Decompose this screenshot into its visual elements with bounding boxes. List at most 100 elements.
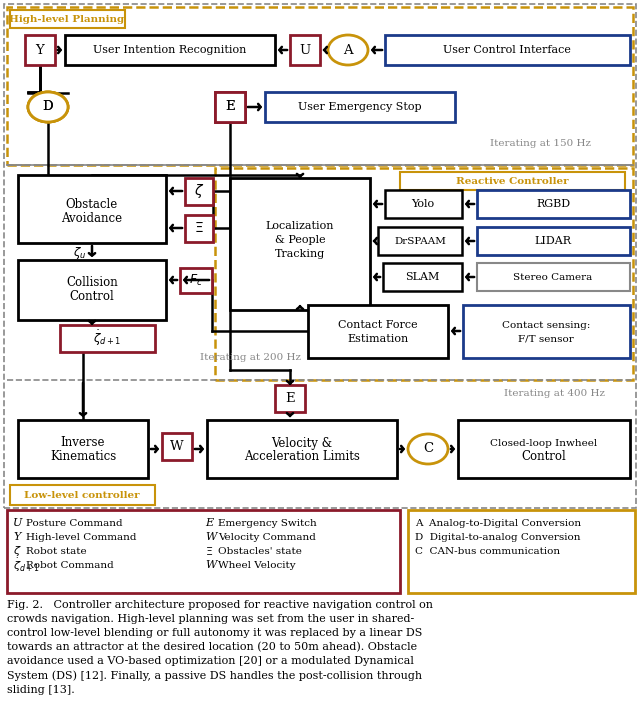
Bar — [477, 263, 630, 291]
Bar — [18, 260, 166, 320]
Text: $\zeta$: $\zeta$ — [194, 182, 204, 200]
Text: Localization: Localization — [266, 221, 334, 231]
Text: SLAM: SLAM — [405, 272, 439, 282]
Text: C  CAN-bus communication: C CAN-bus communication — [415, 547, 560, 555]
Bar — [477, 227, 630, 255]
Text: F/T sensor: F/T sensor — [518, 335, 574, 343]
Text: $\Xi$: $\Xi$ — [205, 545, 213, 557]
Text: Kinematics: Kinematics — [50, 450, 116, 463]
Text: $\dot{\zeta}_{d+1}$: $\dot{\zeta}_{d+1}$ — [13, 557, 40, 573]
Bar — [290, 35, 320, 65]
Ellipse shape — [328, 35, 368, 65]
Text: Control: Control — [70, 289, 115, 302]
Text: Obstacles' state: Obstacles' state — [218, 547, 302, 555]
Bar — [215, 92, 245, 122]
Text: Tracking: Tracking — [275, 249, 325, 259]
Bar — [207, 420, 397, 478]
Text: Y: Y — [13, 532, 20, 542]
Text: W: W — [205, 532, 216, 542]
Text: Wheel Velocity: Wheel Velocity — [218, 560, 296, 570]
Text: Control: Control — [522, 450, 566, 463]
Bar — [400, 172, 625, 190]
Bar — [385, 35, 630, 65]
Text: W: W — [205, 560, 216, 570]
Text: Yolo: Yolo — [412, 199, 435, 209]
Text: A: A — [343, 43, 353, 56]
Text: Robot state: Robot state — [26, 547, 86, 555]
Text: E: E — [225, 100, 235, 114]
Text: Acceleration Limits: Acceleration Limits — [244, 450, 360, 463]
Text: Robot Command: Robot Command — [26, 560, 114, 570]
Text: User Intention Recognition: User Intention Recognition — [93, 45, 246, 55]
Bar — [308, 305, 448, 358]
Text: User Emergency Stop: User Emergency Stop — [298, 102, 422, 112]
Text: U: U — [300, 43, 310, 56]
Text: Inverse: Inverse — [61, 437, 105, 450]
Text: Estimation: Estimation — [348, 334, 408, 344]
Bar — [185, 178, 213, 205]
Text: High-level Command: High-level Command — [26, 533, 136, 542]
Text: RGBD: RGBD — [536, 199, 570, 209]
Text: Obstacle: Obstacle — [66, 197, 118, 210]
Bar — [65, 35, 275, 65]
Text: Y: Y — [36, 43, 44, 56]
Text: Velocity &: Velocity & — [271, 437, 333, 450]
Text: E: E — [225, 100, 235, 114]
Bar — [275, 385, 305, 412]
Text: LIDAR: LIDAR — [534, 236, 572, 246]
Text: C: C — [423, 442, 433, 455]
Text: W: W — [170, 440, 184, 453]
Text: Iterating at 150 Hz: Iterating at 150 Hz — [490, 139, 591, 147]
Text: A  Analog-to-Digital Conversion: A Analog-to-Digital Conversion — [415, 518, 581, 528]
Bar — [265, 92, 455, 122]
Bar — [215, 168, 633, 380]
Text: E: E — [205, 518, 213, 528]
Bar — [408, 510, 635, 593]
Text: Iterating at 200 Hz: Iterating at 200 Hz — [200, 354, 301, 362]
Bar — [477, 190, 630, 218]
Text: Avoidance: Avoidance — [61, 213, 123, 226]
Bar — [215, 92, 245, 122]
Text: U: U — [13, 518, 22, 528]
Bar — [383, 263, 462, 291]
Bar — [18, 420, 148, 478]
Text: Reactive Controller: Reactive Controller — [456, 176, 568, 186]
Text: D  Digital-to-analog Conversion: D Digital-to-analog Conversion — [415, 533, 580, 542]
Text: & People: & People — [275, 235, 325, 245]
Text: E: E — [285, 391, 295, 404]
Bar — [10, 10, 125, 28]
Bar — [25, 35, 55, 65]
Text: User Control Interface: User Control Interface — [443, 45, 571, 55]
Bar — [10, 485, 155, 505]
Text: Fig. 2.   Controller architecture proposed for reactive navigation control on
cr: Fig. 2. Controller architecture proposed… — [7, 600, 433, 696]
Text: $\dot{\zeta}_u$: $\dot{\zeta}_u$ — [74, 242, 86, 262]
Text: Posture Command: Posture Command — [26, 518, 123, 528]
Text: Emergency Switch: Emergency Switch — [218, 518, 317, 528]
Text: $\zeta$: $\zeta$ — [13, 544, 22, 558]
Bar — [162, 433, 192, 460]
Bar — [463, 305, 630, 358]
Ellipse shape — [408, 434, 448, 464]
Bar — [378, 227, 462, 255]
Text: $\Xi$: $\Xi$ — [194, 221, 204, 235]
Bar — [18, 175, 166, 243]
Text: $\dot{\zeta}_{d+1}$: $\dot{\zeta}_{d+1}$ — [93, 328, 121, 348]
Text: Closed-loop Inwheel: Closed-loop Inwheel — [490, 439, 598, 448]
Text: Low-level controller: Low-level controller — [24, 490, 140, 500]
Text: Collision: Collision — [66, 275, 118, 288]
Bar — [230, 178, 370, 310]
Text: Stereo Camera: Stereo Camera — [513, 273, 593, 281]
Bar — [185, 215, 213, 242]
Text: D: D — [43, 100, 53, 114]
Text: Contact sensing:: Contact sensing: — [502, 320, 590, 330]
Text: D: D — [43, 100, 53, 114]
Text: High-level Planning: High-level Planning — [10, 14, 125, 24]
Text: DrSPAAM: DrSPAAM — [394, 236, 446, 246]
Bar — [7, 7, 633, 165]
Text: D: D — [43, 100, 53, 114]
Text: Iterating at 400 Hz: Iterating at 400 Hz — [504, 388, 605, 398]
Ellipse shape — [28, 92, 68, 122]
Ellipse shape — [28, 92, 68, 122]
Bar — [4, 4, 636, 508]
Bar — [7, 510, 400, 593]
